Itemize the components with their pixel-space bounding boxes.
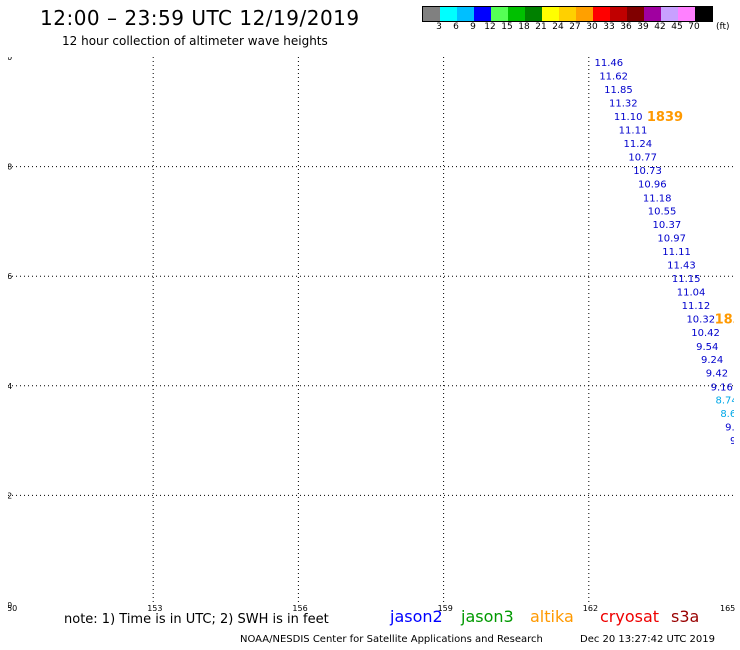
wave-height-label: 11.43	[667, 261, 696, 272]
color-swatch-7	[542, 7, 559, 21]
color-scale-tick: 3	[436, 22, 442, 32]
wave-height-label: 11.24	[624, 139, 653, 150]
lon-tick-label: 150	[8, 604, 17, 613]
color-swatch-10	[593, 7, 610, 21]
color-scale-tick: 12	[484, 22, 496, 32]
wave-height-label: 10.42	[691, 328, 720, 339]
wave-height-label: 11.04	[677, 288, 706, 299]
lat-tick-label: 40	[8, 57, 12, 62]
wave-height-label: 11.11	[619, 125, 648, 136]
color-scale-unit: (ft)	[716, 22, 730, 32]
wave-height-label: 9.04	[730, 436, 738, 447]
lat-tick-label: 32	[8, 491, 12, 500]
color-swatch-0	[423, 7, 440, 21]
wave-height-map: 40 38 36 34 32 30150 153 156 159 162 165 11.46 11.6…	[8, 57, 738, 613]
lon-tick-label: 159	[438, 604, 453, 613]
wave-height-label: 9.28	[725, 422, 738, 433]
color-swatch-13	[644, 7, 661, 21]
lon-tick-label: 156	[292, 604, 307, 613]
lon-tick-label: 165	[720, 604, 735, 613]
wave-height-label: 10.55	[648, 206, 677, 217]
color-scale-tick: 24	[552, 22, 564, 32]
wave-height-label: 11.10	[614, 112, 643, 123]
wave-height-label: 10.97	[657, 233, 686, 244]
wave-height-label: 11.46	[594, 58, 623, 69]
wave-height-label: 11.18	[643, 193, 672, 204]
pass-time-label: 1838	[715, 312, 738, 327]
footer-source: NOAA/NESDIS Center for Satellite Applica…	[240, 634, 543, 645]
footer-timestamp: Dec 20 13:27:42 UTC 2019	[580, 634, 715, 645]
wave-height-label: 11.32	[609, 98, 638, 109]
legend-jason2: jason2	[390, 607, 443, 626]
color-scale-tick: 42	[654, 22, 666, 32]
color-swatch-6	[525, 7, 542, 21]
color-swatch-16	[695, 7, 712, 21]
lat-lon-grid	[8, 57, 734, 605]
lat-tick-label: 36	[8, 272, 12, 281]
lon-tick-label: 153	[147, 604, 162, 613]
wave-height-label: 10.77	[628, 153, 657, 164]
color-scale-tick: 21	[535, 22, 547, 32]
legend-jason3: jason3	[461, 607, 514, 626]
lat-tick-label: 38	[8, 163, 12, 172]
wave-height-label: 10.32	[686, 314, 715, 325]
wave-height-label: 10.73	[633, 166, 662, 177]
legend-s3a: s3a	[671, 607, 700, 626]
wave-height-label: 11.85	[604, 85, 633, 96]
color-scale-tick: 9	[470, 22, 476, 32]
wave-height-label: 9.54	[696, 342, 718, 353]
color-scale-tick: 6	[453, 22, 459, 32]
wave-height-label: 10.96	[638, 180, 667, 191]
legend-note: note: 1) Time is in UTC; 2) SWH is in fe…	[64, 612, 329, 627]
lat-tick-label: 30	[8, 601, 12, 610]
wave-height-label: 8.74	[715, 396, 737, 407]
wave-height-label: 11.62	[599, 72, 628, 83]
wave-height-label: 11.11	[662, 247, 691, 258]
color-swatch-1	[440, 7, 457, 21]
satellite-track: 11.46 11.62 11.85 11.32 11.10 11.11 11.24 10.77…	[594, 58, 738, 461]
color-swatch-5	[508, 7, 525, 21]
wave-height-label: 8.64	[735, 450, 738, 461]
color-swatch-14	[661, 7, 678, 21]
legend-altika: altika	[530, 607, 574, 626]
lat-tick-label: 34	[8, 382, 12, 391]
wave-height-label: 11.15	[672, 274, 701, 285]
color-scale-tick: 27	[569, 22, 581, 32]
color-scale-tick: 18	[518, 22, 530, 32]
color-scale-tick: 33	[603, 22, 615, 32]
color-scale-tick: 30	[586, 22, 598, 32]
color-swatch-2	[457, 7, 474, 21]
lon-tick-label: 162	[583, 604, 598, 613]
axis-labels: 40 38 36 34 32 30150 153 156 159 162 165	[8, 57, 735, 613]
color-scale-tick: 70	[688, 22, 700, 32]
color-scale-tick: 39	[637, 22, 649, 32]
legend-cryosat: cryosat	[600, 607, 660, 626]
wave-height-label: 9.16	[711, 382, 733, 393]
wave-height-label: 10.37	[653, 220, 682, 231]
color-swatch-3	[474, 7, 491, 21]
color-swatch-15	[678, 7, 695, 21]
wave-height-label: 8.63	[720, 409, 738, 420]
wave-height-label: 11.12	[682, 301, 711, 312]
wave-height-label: 9.24	[701, 355, 723, 366]
color-swatch-11	[610, 7, 627, 21]
wave-height-label: 9.42	[706, 369, 728, 380]
color-swatch-4	[491, 7, 508, 21]
color-scale-tick: 36	[620, 22, 632, 32]
color-scale-bar	[422, 6, 713, 22]
color-swatch-8	[559, 7, 576, 21]
color-swatch-9	[576, 7, 593, 21]
map-title: 12:00 – 23:59 UTC 12/19/2019	[40, 6, 360, 30]
color-scale-tick: 45	[671, 22, 683, 32]
map-subtitle: 12 hour collection of altimeter wave hei…	[62, 34, 328, 48]
color-swatch-12	[627, 7, 644, 21]
color-scale-tick: 15	[501, 22, 513, 32]
pass-time-label: 1839	[647, 110, 683, 125]
